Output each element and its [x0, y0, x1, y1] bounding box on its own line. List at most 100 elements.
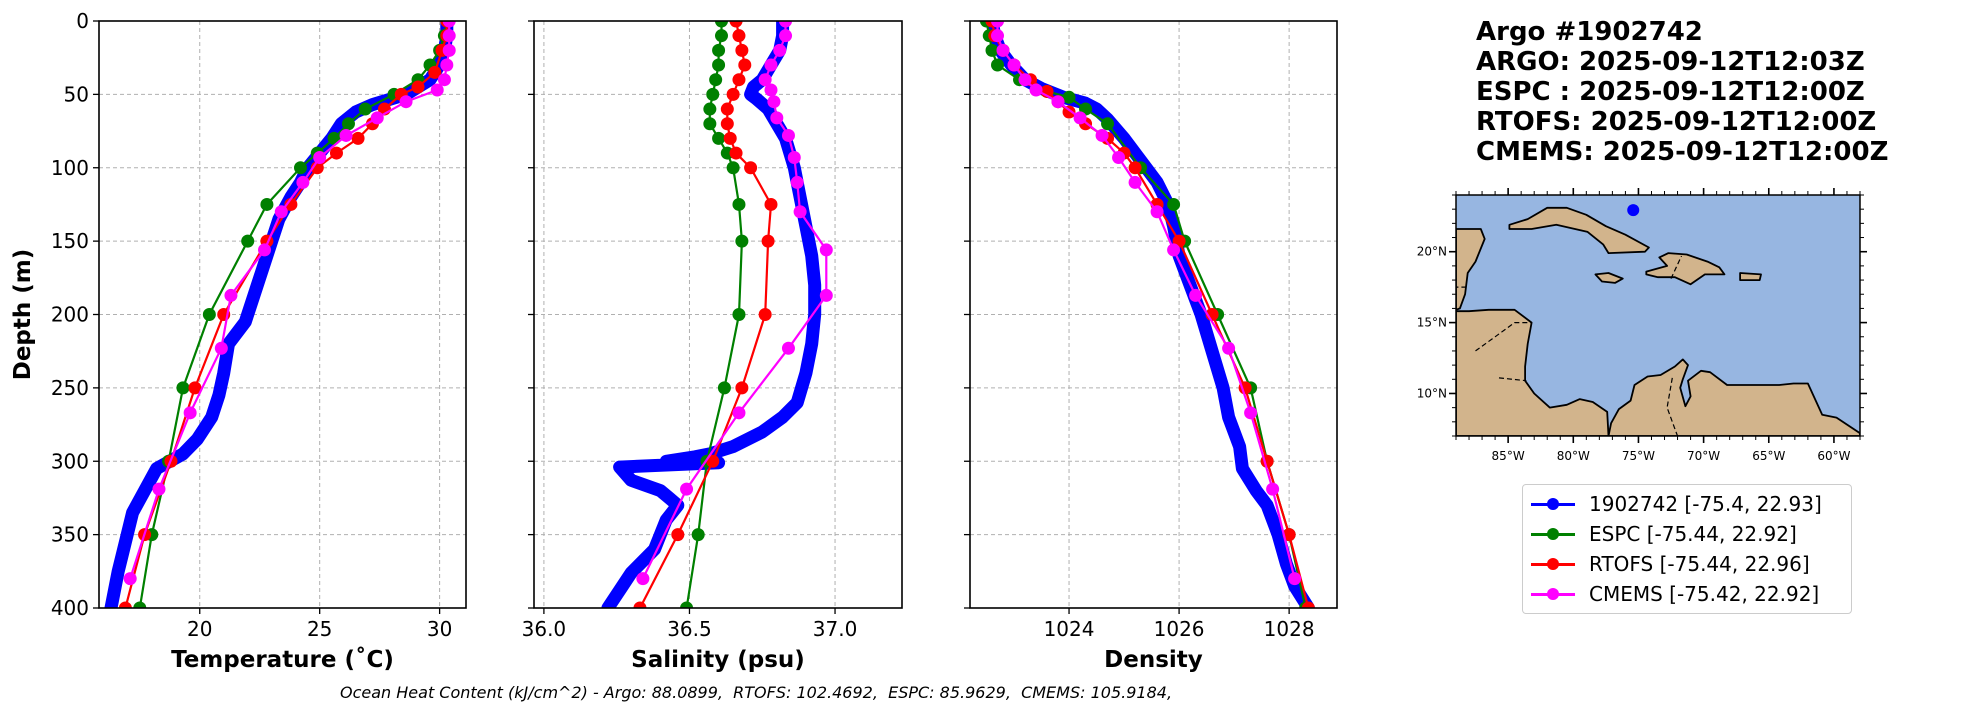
- y-tick-label: 100: [51, 156, 89, 180]
- info-block: Argo #1902742 ARGO: 2025-09-12T12:03Z ES…: [1476, 17, 1888, 167]
- data-point-cmems: [1222, 341, 1236, 355]
- x-axis-title: Density: [1104, 647, 1203, 673]
- float-title: Argo #1902742: [1476, 17, 1703, 47]
- data-point-cmems: [224, 288, 238, 302]
- series-line-cmems: [996, 21, 1296, 579]
- data-point-cmems: [1189, 288, 1203, 302]
- map-lon-label: 85°W: [1492, 449, 1525, 463]
- data-point-espc: [703, 117, 717, 131]
- data-point-cmems: [313, 150, 327, 164]
- data-point-rtofs: [671, 528, 685, 542]
- data-point-cmems: [680, 482, 694, 496]
- data-point-cmems: [793, 205, 807, 219]
- data-point-espc: [714, 29, 728, 43]
- data-point-espc: [680, 601, 694, 608]
- data-point-rtofs: [411, 80, 425, 94]
- border-line: [1670, 255, 1683, 279]
- data-point-cmems: [770, 111, 784, 125]
- data-point-rtofs: [729, 146, 743, 160]
- land-hispaniola: [1645, 252, 1726, 286]
- data-point-espc: [691, 528, 705, 542]
- data-point-cmems: [1266, 482, 1280, 496]
- data-point-cmems: [819, 288, 833, 302]
- data-point-espc: [985, 43, 999, 57]
- data-point-cmems: [991, 21, 1005, 28]
- legend: 1902742 [-75.4, 22.93] ESPC [-75.44, 22.…: [1522, 484, 1852, 614]
- data-point-cmems: [430, 83, 444, 97]
- map-lon-label: 80°W: [1557, 449, 1590, 463]
- legend-marker-icon: [1531, 557, 1575, 571]
- land-central-america: [1456, 308, 1610, 436]
- data-point-espc: [202, 308, 216, 321]
- data-point-cmems: [1128, 175, 1142, 189]
- x-tick-label: 36.5: [667, 617, 712, 641]
- legend-item-argo: 1902742 [-75.4, 22.93]: [1531, 489, 1845, 519]
- data-point-cmems: [152, 482, 166, 496]
- data-point-cmems: [437, 73, 451, 87]
- y-tick-label: 150: [51, 229, 89, 253]
- data-point-espc: [133, 601, 147, 608]
- location-map: 85°W 80°W 75°W 70°W 65°W 60°W 10°N 15°N 20°N: [1417, 188, 1867, 463]
- land-jamaica: [1594, 272, 1624, 284]
- data-point-cmems: [183, 406, 197, 420]
- data-point-cmems: [767, 95, 781, 109]
- land-south-america: [1607, 358, 1860, 436]
- data-point-rtofs: [351, 131, 365, 145]
- data-point-espc: [260, 197, 274, 211]
- border-line: [1666, 377, 1679, 436]
- data-point-espc: [717, 381, 731, 395]
- espc-time: ESPC : 2025-09-12T12:00Z: [1476, 77, 1865, 107]
- panel-density: 1024 1026 1028 Density: [964, 20, 1338, 673]
- map-lat-label: 15°N: [1417, 316, 1447, 330]
- x-tick-label: 1028: [1264, 617, 1315, 641]
- map-lon-label: 60°W: [1817, 449, 1850, 463]
- x-tick-label: 37.0: [813, 617, 858, 641]
- data-point-rtofs: [1128, 161, 1142, 175]
- data-point-cmems: [370, 111, 384, 125]
- y-tick-label: 0: [76, 9, 89, 33]
- data-point-cmems: [764, 58, 778, 72]
- y-axis-title: Depth (m): [10, 249, 36, 381]
- data-point-cmems: [1051, 95, 1065, 109]
- data-point-rtofs: [1301, 601, 1315, 608]
- data-point-cmems: [764, 83, 778, 97]
- map-lon-label: 65°W: [1752, 449, 1785, 463]
- map-lat-label: 10°N: [1417, 386, 1447, 400]
- legend-label: 1902742 [-75.4, 22.93]: [1589, 492, 1822, 516]
- data-point-cmems: [442, 21, 456, 28]
- data-point-espc: [241, 234, 255, 248]
- land-cuba: [1508, 206, 1650, 255]
- data-point-cmems: [1073, 111, 1087, 125]
- data-point-rtofs: [761, 234, 775, 248]
- x-tick-label: 1024: [1044, 617, 1095, 641]
- data-point-cmems: [732, 406, 746, 420]
- legend-label: CMEMS [-75.42, 22.92]: [1589, 582, 1820, 606]
- x-tick-label: 36.0: [522, 617, 567, 641]
- data-point-espc: [1101, 117, 1115, 131]
- argo-time: ARGO: 2025-09-12T12:03Z: [1476, 47, 1865, 77]
- data-point-rtofs: [706, 454, 720, 468]
- land-yucatan: [1456, 228, 1486, 311]
- data-point-cmems: [442, 43, 456, 57]
- data-point-cmems: [296, 175, 310, 189]
- legend-label: ESPC [-75.44, 22.92]: [1589, 522, 1797, 546]
- x-tick-label: 25: [307, 617, 332, 641]
- argo-location-marker: [1627, 204, 1640, 217]
- border-line: [1498, 377, 1527, 382]
- x-axis-title: Temperature (˚C): [171, 646, 394, 673]
- data-point-cmems: [991, 29, 1005, 43]
- data-point-rtofs: [428, 65, 442, 79]
- data-point-cmems: [339, 128, 353, 142]
- data-point-cmems: [274, 205, 288, 219]
- data-point-cmems: [996, 43, 1010, 57]
- legend-marker-icon: [1531, 527, 1575, 541]
- data-point-espc: [1062, 90, 1076, 104]
- series-line-core-argo: [607, 21, 816, 608]
- legend-marker-icon: [1531, 587, 1575, 601]
- data-point-espc: [712, 131, 726, 145]
- legend-item-cmems: CMEMS [-75.42, 22.92]: [1531, 579, 1845, 609]
- data-point-espc: [712, 58, 726, 72]
- data-point-cmems: [787, 150, 801, 164]
- panel-temperature: 20 25 30050100150200250300350400Temperatur…: [10, 9, 467, 673]
